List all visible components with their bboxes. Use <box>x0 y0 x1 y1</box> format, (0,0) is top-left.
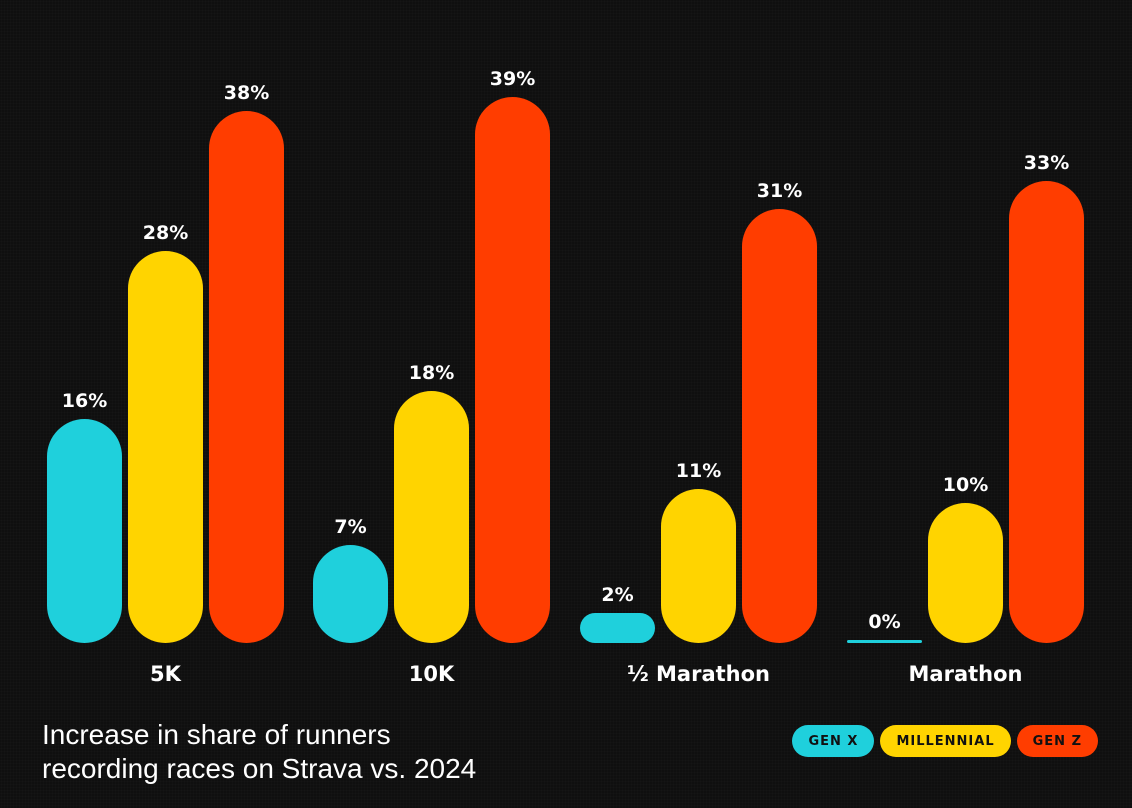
bar-gen-z-5k <box>209 111 284 643</box>
category-label-5k: 5K <box>150 662 182 686</box>
bar-gen-x-marathon <box>847 640 922 643</box>
legend-item-millennial: MILLENNIAL <box>880 725 1011 757</box>
value-label-gen-x-5k: 16% <box>62 390 107 412</box>
value-label-millennial-marathon: 10% <box>943 474 988 496</box>
category-label-half-marathon: ½ Marathon <box>627 662 770 686</box>
legend-label-gen-x: GEN X <box>808 733 859 749</box>
bar-gen-z-marathon <box>1009 181 1084 643</box>
bar-gen-x-10k <box>313 545 388 643</box>
value-label-gen-x-10k: 7% <box>334 516 366 538</box>
value-label-millennial-half-marathon: 11% <box>676 460 721 482</box>
value-label-gen-z-marathon: 33% <box>1024 152 1069 174</box>
value-label-gen-z-10k: 39% <box>490 68 535 90</box>
chart-caption: Increase in share of runners recording r… <box>42 718 562 786</box>
category-label-marathon: Marathon <box>909 662 1023 686</box>
bar-gen-x-half-marathon <box>580 613 655 643</box>
bar-gen-x-5k <box>47 419 122 643</box>
category-label-10k: 10K <box>409 662 455 686</box>
bar-millennial-10k <box>394 391 469 643</box>
bar-chart: 16% 28% 38% 5K 7% 18% 39% 10K 2% 11% 31% ½ Marathon… <box>47 68 1084 686</box>
bar-millennial-5k <box>128 251 203 643</box>
value-label-gen-x-marathon: 0% <box>868 611 900 633</box>
bar-millennial-marathon <box>928 503 1003 643</box>
value-label-millennial-5k: 28% <box>143 222 188 244</box>
value-label-millennial-10k: 18% <box>409 362 454 384</box>
legend-item-gen-z: GEN Z <box>1016 725 1098 757</box>
value-label-gen-x-half-marathon: 2% <box>601 584 633 606</box>
legend-label-gen-z: GEN Z <box>1032 733 1082 749</box>
caption-line-1: Increase in share of runners <box>42 719 391 750</box>
legend-item-gen-x: GEN X <box>792 725 875 757</box>
value-label-gen-z-5k: 38% <box>224 82 269 104</box>
legend-label-millennial: MILLENNIAL <box>896 733 995 749</box>
bar-millennial-half-marathon <box>661 489 736 643</box>
value-label-gen-z-half-marathon: 31% <box>757 180 802 202</box>
bar-gen-z-10k <box>475 97 550 643</box>
bar-gen-z-half-marathon <box>742 209 817 643</box>
legend: GEN X MILLENNIAL GEN Z <box>792 725 1098 757</box>
caption-line-2: recording races on Strava vs. 2024 <box>42 753 477 784</box>
